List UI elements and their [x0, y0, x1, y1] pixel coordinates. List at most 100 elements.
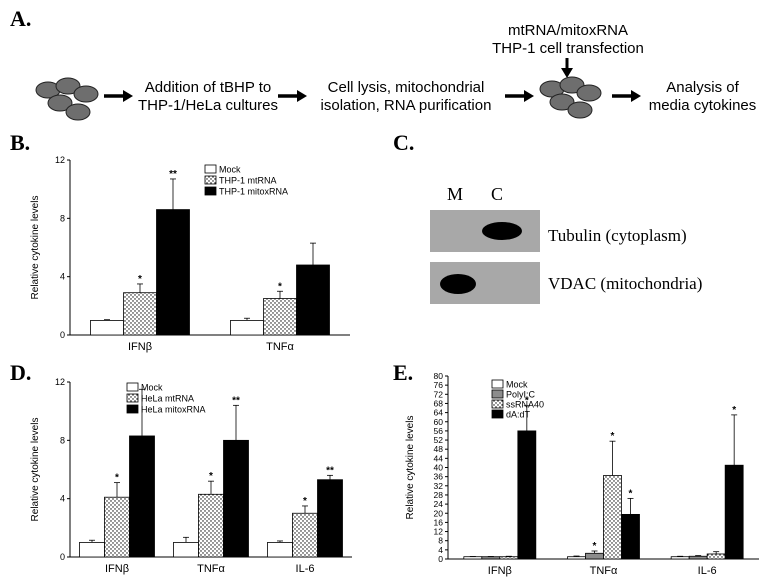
- significance-mark: *: [209, 471, 213, 482]
- category-label: TNFα: [266, 341, 294, 353]
- significance-mark: *: [593, 541, 597, 552]
- y-tick-label: 80: [434, 371, 444, 381]
- flow-step-line: mtRNA/mitoxRNA: [507, 22, 628, 39]
- y-tick-label: 32: [434, 481, 444, 491]
- significance-mark: **: [169, 169, 177, 180]
- legend-label: Mock: [219, 165, 241, 175]
- bar: [517, 430, 537, 560]
- legend-swatch: [204, 186, 217, 196]
- y-tick-label: 56: [434, 426, 444, 436]
- right-arrow-icon: [612, 90, 641, 102]
- y-tick-label: 8: [60, 213, 65, 223]
- bar: [567, 556, 586, 560]
- bar: [104, 496, 130, 558]
- legend-label: PolyI:C: [506, 390, 536, 400]
- band-label-vdac: VDAC (mitochondria): [548, 274, 703, 293]
- y-axis-label: Relative cytokine levels: [405, 416, 416, 520]
- legend-swatch: [491, 389, 504, 399]
- y-axis-label: Relative cytokine levels: [30, 196, 41, 300]
- category-label: TNFα: [197, 563, 225, 575]
- blot-strip-tubulin: [430, 210, 540, 252]
- legend-swatch: [491, 399, 504, 409]
- legend-swatch: [491, 379, 504, 389]
- lane-label-c: C: [491, 184, 504, 204]
- bar: [198, 493, 224, 558]
- lane-label-m: M: [447, 184, 464, 204]
- legend-label: THP-1 mitoxRNA: [219, 187, 288, 197]
- y-tick-label: 8: [60, 435, 65, 445]
- category-label: IFNβ: [488, 565, 512, 577]
- right-arrow-icon: [505, 90, 534, 102]
- bar: [670, 556, 690, 560]
- y-tick-label: 68: [434, 398, 444, 408]
- flow-step-addition: Addition of tBHP to THP-1/HeLa cultures: [128, 79, 288, 115]
- down-arrow-icon: [561, 58, 573, 78]
- legend-label: HeLa mtRNA: [141, 394, 194, 404]
- bar: [173, 542, 199, 558]
- y-tick-label: 24: [434, 499, 444, 509]
- category-label: IFNβ: [128, 341, 152, 353]
- significance-mark: *: [611, 431, 615, 442]
- legend-swatch: [204, 175, 217, 185]
- panel-label-b: B.: [10, 130, 31, 155]
- panel-label-d: D.: [10, 360, 32, 385]
- significance-mark: *: [303, 496, 307, 507]
- y-tick-label: 8: [438, 536, 443, 546]
- flow-step-line: isolation, RNA purification: [320, 97, 492, 114]
- bar: [230, 320, 264, 336]
- flow-step-line: Addition of tBHP to: [144, 79, 272, 96]
- category-label: IFNβ: [105, 563, 129, 575]
- bar: [129, 435, 155, 558]
- legend-swatch: [126, 404, 139, 414]
- blot-panel: [430, 210, 540, 305]
- band-label-tubulin: Tubulin (cytoplasm): [548, 226, 687, 245]
- y-tick-label: 64: [434, 408, 444, 418]
- y-tick-label: 0: [60, 330, 65, 340]
- significance-mark: *: [115, 473, 119, 484]
- significance-mark: *: [629, 488, 633, 499]
- right-arrow-icon: [104, 90, 133, 102]
- legend-swatch: [126, 382, 139, 392]
- y-tick-label: 4: [60, 272, 65, 282]
- y-tick-label: 52: [434, 435, 444, 445]
- bar: [499, 556, 519, 560]
- right-arrow-icon: [278, 90, 307, 102]
- flow-step-line: Analysis of: [666, 79, 739, 96]
- blot-band: [440, 274, 476, 294]
- blot-band: [482, 222, 522, 240]
- bar: [267, 542, 293, 558]
- flow-step-lysis: Cell lysis, mitochondrial isolation, RNA…: [306, 79, 506, 115]
- y-tick-label: 4: [438, 545, 443, 555]
- significance-mark: *: [732, 405, 736, 416]
- bar: [706, 553, 726, 560]
- y-tick-label: 12: [55, 377, 65, 387]
- bar: [263, 298, 297, 336]
- legend-label: dA:dT: [506, 410, 531, 420]
- y-tick-label: 48: [434, 444, 444, 454]
- bar: [603, 475, 622, 560]
- bar: [688, 555, 708, 560]
- category-label: IL-6: [698, 565, 717, 577]
- legend-swatch: [204, 164, 217, 174]
- bar: [79, 542, 105, 558]
- flow-step-line: THP-1/HeLa cultures: [137, 97, 279, 114]
- flow-step-analysis: Analysis of media cytokines: [640, 79, 765, 115]
- bar: [296, 264, 330, 336]
- y-tick-label: 44: [434, 453, 444, 463]
- legend-label: Mock: [506, 380, 528, 390]
- flow-step-transfection: mtRNA/mitoxRNA THP-1 cell transfection: [478, 22, 658, 58]
- y-tick-label: 0: [60, 552, 65, 562]
- chart-e: 048121620242832364044485256606468727680R…: [405, 371, 759, 577]
- y-tick-label: 12: [55, 155, 65, 165]
- panel-label-c: C.: [393, 130, 415, 155]
- significance-mark: *: [278, 281, 282, 292]
- legend-swatch: [126, 393, 139, 403]
- y-tick-label: 20: [434, 508, 444, 518]
- bar: [463, 556, 483, 560]
- y-tick-label: 12: [434, 527, 444, 537]
- y-tick-label: 36: [434, 472, 444, 482]
